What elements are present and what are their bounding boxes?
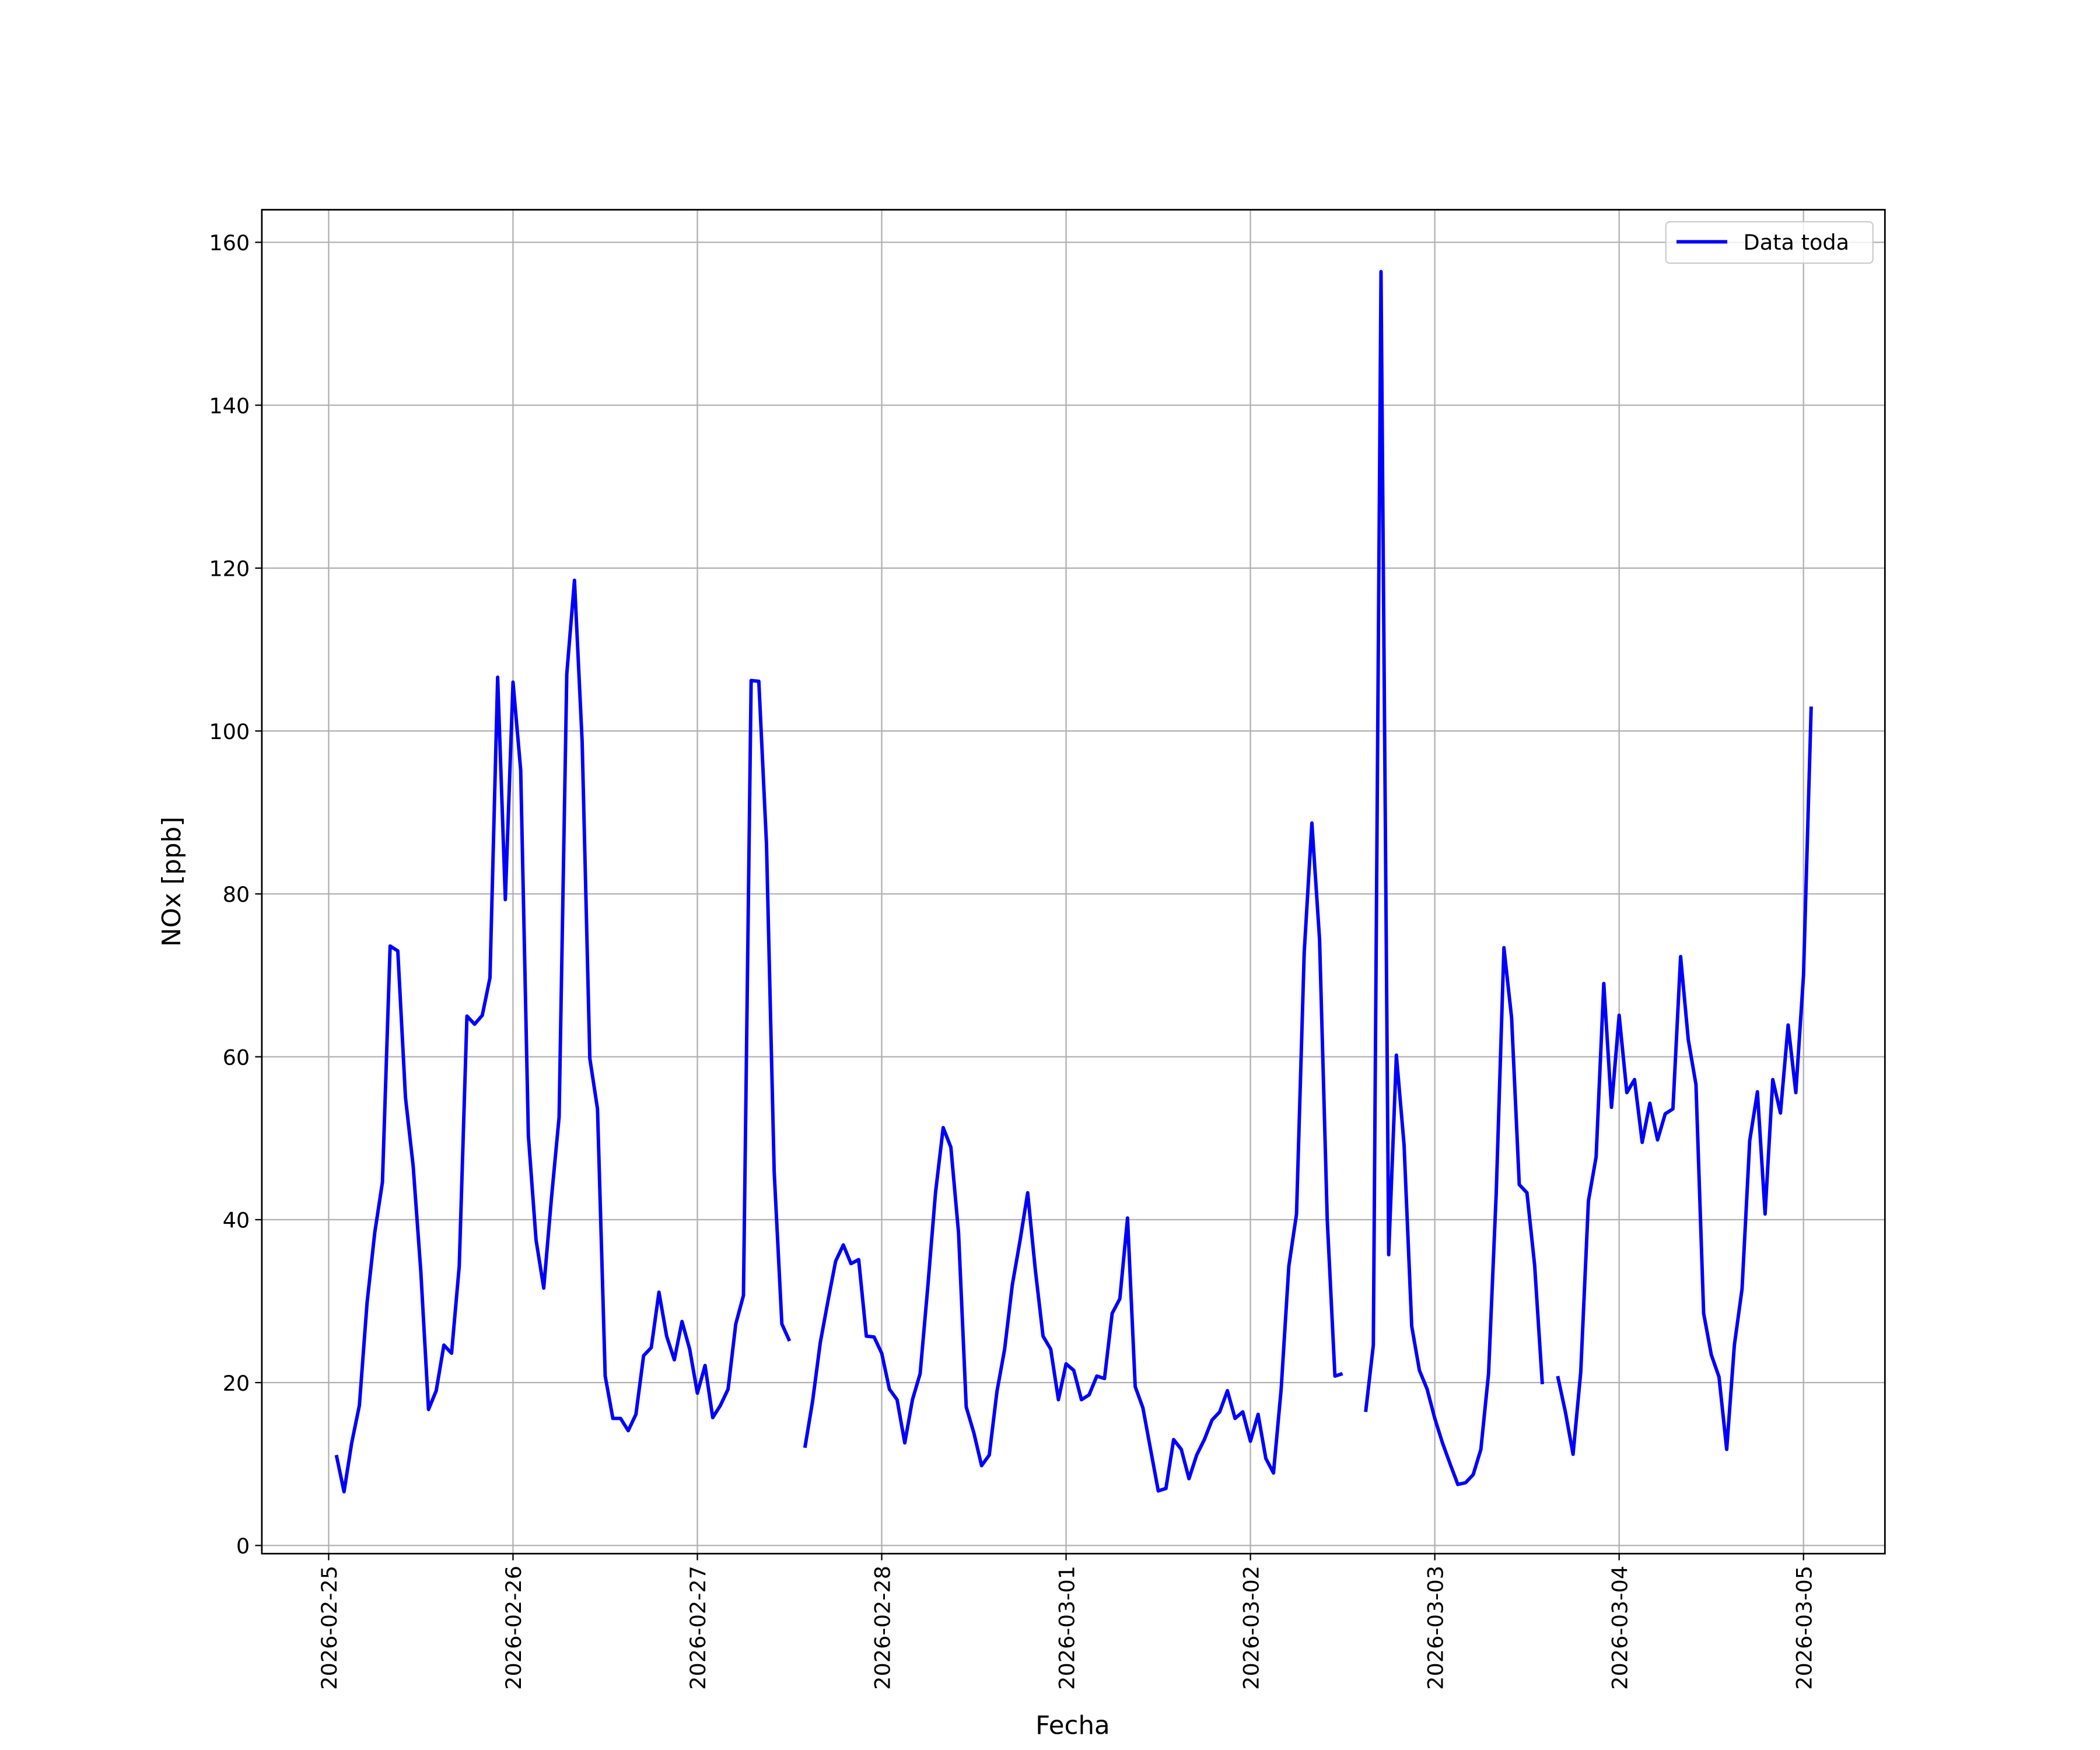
y-tick-label: 60 [223, 1045, 250, 1070]
y-axis-label: NOx [ppb] [158, 817, 187, 947]
y-tick-label: 140 [209, 393, 250, 418]
x-tick-label: 2026-03-04 [1607, 1566, 1632, 1690]
y-tick-label: 0 [236, 1534, 250, 1559]
y-tick-label: 80 [223, 882, 250, 907]
y-tick-label: 20 [223, 1371, 250, 1396]
x-tick-label: 2026-03-01 [1054, 1566, 1079, 1690]
x-axis-label: Fecha [1035, 1712, 1110, 1741]
x-tick-label: 2026-02-25 [317, 1566, 342, 1690]
x-tick-label: 2026-03-02 [1238, 1566, 1264, 1690]
axes-frame [261, 209, 1886, 1555]
x-tick-label: 2026-02-26 [501, 1566, 526, 1690]
x-tick-label: 2026-03-03 [1423, 1566, 1448, 1690]
legend: Data toda [1665, 221, 1874, 264]
y-tick-label: 120 [209, 556, 250, 582]
data-line [334, 270, 1813, 1494]
y-tick-label: 40 [223, 1208, 250, 1233]
x-tick-label: 2026-02-27 [685, 1566, 710, 1690]
x-tick-label: 2026-03-05 [1791, 1566, 1817, 1690]
y-tick-label: 100 [209, 719, 250, 744]
legend-label: Data toda [1744, 230, 1850, 255]
legend-box [1665, 221, 1874, 264]
y-tick-label: 160 [209, 230, 250, 256]
x-tick-label: 2026-02-28 [870, 1566, 895, 1690]
